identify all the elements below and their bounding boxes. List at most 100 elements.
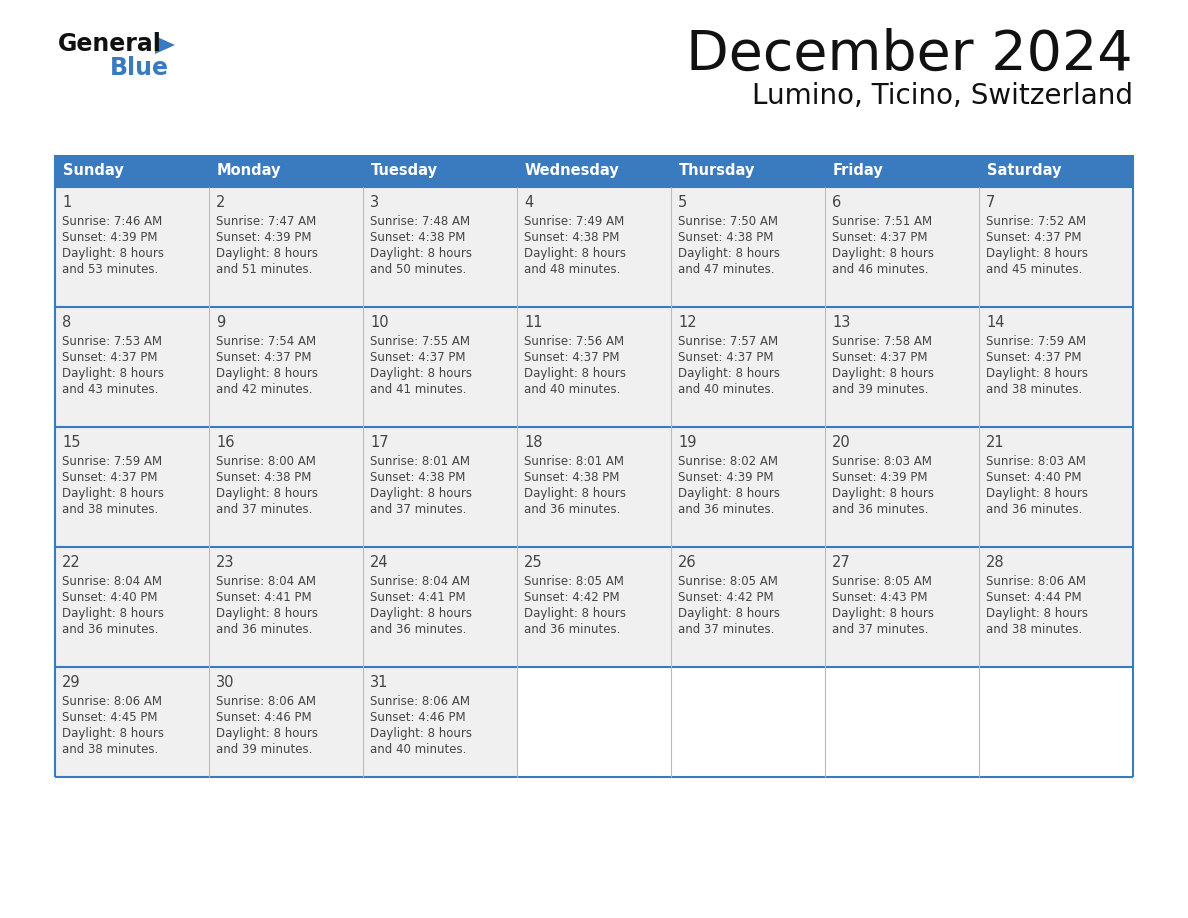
Text: and 39 minutes.: and 39 minutes. xyxy=(216,743,312,756)
Text: Sunset: 4:37 PM: Sunset: 4:37 PM xyxy=(62,471,158,484)
Text: Sunrise: 8:04 AM: Sunrise: 8:04 AM xyxy=(216,575,316,588)
Text: General: General xyxy=(58,32,162,56)
Text: Daylight: 8 hours: Daylight: 8 hours xyxy=(216,247,318,260)
Text: Sunset: 4:38 PM: Sunset: 4:38 PM xyxy=(369,231,466,244)
Bar xyxy=(824,667,979,777)
Text: 12: 12 xyxy=(678,315,696,330)
Text: Monday: Monday xyxy=(217,163,282,178)
Text: and 41 minutes.: and 41 minutes. xyxy=(369,383,467,396)
Text: Daylight: 8 hours: Daylight: 8 hours xyxy=(832,607,934,620)
Text: 20: 20 xyxy=(832,435,851,450)
Text: Sunset: 4:40 PM: Sunset: 4:40 PM xyxy=(62,591,158,604)
Text: Sunrise: 8:01 AM: Sunrise: 8:01 AM xyxy=(524,455,624,468)
Text: Daylight: 8 hours: Daylight: 8 hours xyxy=(832,367,934,380)
Text: 4: 4 xyxy=(524,195,533,210)
Text: Sunset: 4:38 PM: Sunset: 4:38 PM xyxy=(369,471,466,484)
Bar xyxy=(671,155,824,187)
Text: Sunset: 4:43 PM: Sunset: 4:43 PM xyxy=(832,591,928,604)
Text: Daylight: 8 hours: Daylight: 8 hours xyxy=(369,367,472,380)
Text: 11: 11 xyxy=(524,315,543,330)
Text: 23: 23 xyxy=(216,555,234,570)
Text: 22: 22 xyxy=(62,555,81,570)
Polygon shape xyxy=(154,36,175,54)
Text: Sunrise: 8:06 AM: Sunrise: 8:06 AM xyxy=(986,575,1086,588)
Text: Sunset: 4:37 PM: Sunset: 4:37 PM xyxy=(986,351,1081,364)
Text: Sunset: 4:42 PM: Sunset: 4:42 PM xyxy=(678,591,773,604)
Text: and 37 minutes.: and 37 minutes. xyxy=(216,503,312,516)
Bar xyxy=(364,155,517,187)
Text: 30: 30 xyxy=(216,675,234,690)
Bar xyxy=(55,547,1133,667)
Text: Sunrise: 7:56 AM: Sunrise: 7:56 AM xyxy=(524,335,624,348)
Text: Sunset: 4:39 PM: Sunset: 4:39 PM xyxy=(678,471,773,484)
Text: and 50 minutes.: and 50 minutes. xyxy=(369,263,466,276)
Text: Thursday: Thursday xyxy=(680,163,756,178)
Text: Sunset: 4:46 PM: Sunset: 4:46 PM xyxy=(369,711,466,724)
Text: 17: 17 xyxy=(369,435,388,450)
Text: Sunset: 4:37 PM: Sunset: 4:37 PM xyxy=(832,351,928,364)
Bar xyxy=(209,155,364,187)
Text: and 36 minutes.: and 36 minutes. xyxy=(216,623,312,636)
Text: and 53 minutes.: and 53 minutes. xyxy=(62,263,158,276)
Text: Sunset: 4:37 PM: Sunset: 4:37 PM xyxy=(62,351,158,364)
Text: Sunrise: 7:53 AM: Sunrise: 7:53 AM xyxy=(62,335,162,348)
Text: Sunrise: 8:02 AM: Sunrise: 8:02 AM xyxy=(678,455,778,468)
Text: Sunrise: 8:04 AM: Sunrise: 8:04 AM xyxy=(62,575,162,588)
Text: 25: 25 xyxy=(524,555,543,570)
Text: Sunrise: 7:55 AM: Sunrise: 7:55 AM xyxy=(369,335,470,348)
Text: 10: 10 xyxy=(369,315,388,330)
Text: Sunrise: 7:46 AM: Sunrise: 7:46 AM xyxy=(62,215,163,228)
Text: 8: 8 xyxy=(62,315,71,330)
Bar xyxy=(55,307,1133,427)
Text: Daylight: 8 hours: Daylight: 8 hours xyxy=(62,487,164,500)
Text: Sunset: 4:39 PM: Sunset: 4:39 PM xyxy=(62,231,158,244)
Text: Sunrise: 7:47 AM: Sunrise: 7:47 AM xyxy=(216,215,316,228)
Text: Blue: Blue xyxy=(110,56,169,80)
Text: Sunset: 4:39 PM: Sunset: 4:39 PM xyxy=(216,231,311,244)
Text: Sunrise: 8:03 AM: Sunrise: 8:03 AM xyxy=(832,455,931,468)
Text: Friday: Friday xyxy=(833,163,884,178)
Text: and 48 minutes.: and 48 minutes. xyxy=(524,263,620,276)
Text: Sunrise: 7:59 AM: Sunrise: 7:59 AM xyxy=(62,455,162,468)
Text: and 47 minutes.: and 47 minutes. xyxy=(678,263,775,276)
Text: Sunrise: 7:57 AM: Sunrise: 7:57 AM xyxy=(678,335,778,348)
Bar xyxy=(979,667,1133,777)
Text: Daylight: 8 hours: Daylight: 8 hours xyxy=(216,487,318,500)
Text: Sunset: 4:39 PM: Sunset: 4:39 PM xyxy=(832,471,928,484)
Text: and 36 minutes.: and 36 minutes. xyxy=(524,623,620,636)
Text: 18: 18 xyxy=(524,435,543,450)
Text: Daylight: 8 hours: Daylight: 8 hours xyxy=(986,367,1088,380)
Text: Sunrise: 8:03 AM: Sunrise: 8:03 AM xyxy=(986,455,1086,468)
Text: 26: 26 xyxy=(678,555,696,570)
Bar xyxy=(979,155,1133,187)
Text: 16: 16 xyxy=(216,435,234,450)
Text: and 36 minutes.: and 36 minutes. xyxy=(678,503,775,516)
Text: Daylight: 8 hours: Daylight: 8 hours xyxy=(369,487,472,500)
Text: Sunrise: 7:49 AM: Sunrise: 7:49 AM xyxy=(524,215,624,228)
Text: Sunrise: 8:06 AM: Sunrise: 8:06 AM xyxy=(216,695,316,708)
Text: Daylight: 8 hours: Daylight: 8 hours xyxy=(369,247,472,260)
Text: Sunrise: 8:04 AM: Sunrise: 8:04 AM xyxy=(369,575,470,588)
Text: Sunrise: 8:06 AM: Sunrise: 8:06 AM xyxy=(62,695,162,708)
Text: and 40 minutes.: and 40 minutes. xyxy=(524,383,620,396)
Text: Daylight: 8 hours: Daylight: 8 hours xyxy=(524,487,626,500)
Text: 14: 14 xyxy=(986,315,1005,330)
Text: and 38 minutes.: and 38 minutes. xyxy=(986,623,1082,636)
Text: and 42 minutes.: and 42 minutes. xyxy=(216,383,312,396)
Text: Daylight: 8 hours: Daylight: 8 hours xyxy=(986,487,1088,500)
Text: Daylight: 8 hours: Daylight: 8 hours xyxy=(369,607,472,620)
Text: Sunset: 4:37 PM: Sunset: 4:37 PM xyxy=(216,351,311,364)
Text: Sunset: 4:42 PM: Sunset: 4:42 PM xyxy=(524,591,620,604)
Text: Sunrise: 8:05 AM: Sunrise: 8:05 AM xyxy=(678,575,778,588)
Text: 27: 27 xyxy=(832,555,851,570)
Text: and 37 minutes.: and 37 minutes. xyxy=(369,503,467,516)
Text: Daylight: 8 hours: Daylight: 8 hours xyxy=(986,607,1088,620)
Text: Daylight: 8 hours: Daylight: 8 hours xyxy=(832,247,934,260)
Text: Sunrise: 8:01 AM: Sunrise: 8:01 AM xyxy=(369,455,470,468)
Text: and 46 minutes.: and 46 minutes. xyxy=(832,263,929,276)
Text: Sunrise: 7:52 AM: Sunrise: 7:52 AM xyxy=(986,215,1086,228)
Text: and 36 minutes.: and 36 minutes. xyxy=(986,503,1082,516)
Text: Daylight: 8 hours: Daylight: 8 hours xyxy=(216,607,318,620)
Text: Sunset: 4:38 PM: Sunset: 4:38 PM xyxy=(216,471,311,484)
Text: Saturday: Saturday xyxy=(987,163,1062,178)
